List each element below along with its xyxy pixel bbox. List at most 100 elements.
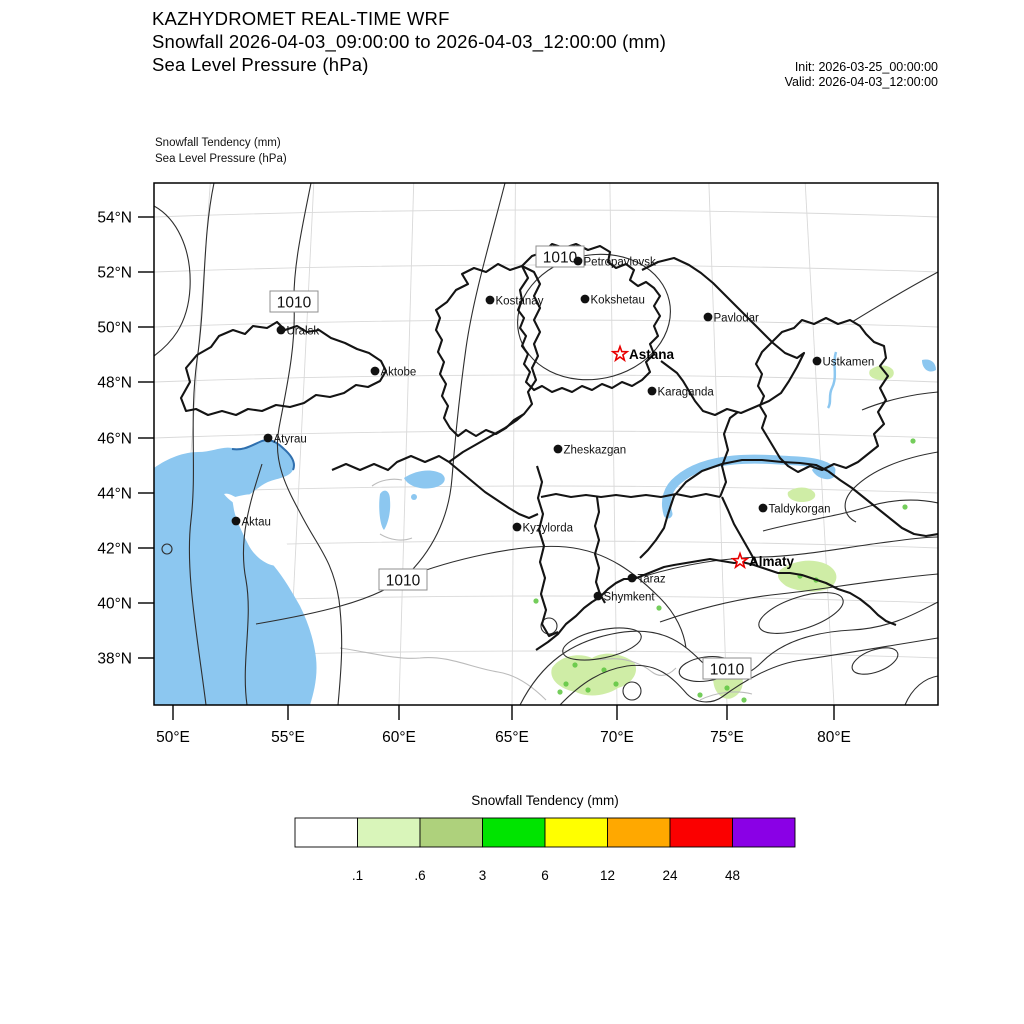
- contour-label-text: 1010: [386, 573, 421, 590]
- dot-icon: [593, 591, 603, 601]
- foreign-border: [339, 647, 547, 701]
- parallel-line: [154, 374, 938, 383]
- colorbar-cell: [669, 817, 733, 848]
- dot-icon: [573, 256, 583, 266]
- lon-tick-label: 75°E: [710, 729, 744, 746]
- snow-speckle: [910, 438, 916, 444]
- city-label: Taraz: [638, 574, 666, 586]
- foreign-border: [371, 478, 403, 487]
- city-marker: Almaty: [730, 551, 795, 570]
- contour-label-box: [378, 568, 428, 591]
- dot-icon: [370, 366, 380, 376]
- city-marker: Aktau: [231, 517, 271, 529]
- colorbar-cell: [294, 817, 358, 848]
- dot-icon: [485, 295, 495, 305]
- foreign-border: [379, 533, 413, 541]
- dot-icon: [758, 503, 768, 513]
- legend-line-snowfall: Snowfall Tendency (mm): [155, 137, 281, 149]
- colorbar-tick-label: 12: [600, 868, 615, 883]
- dot-icon: [263, 433, 273, 443]
- lon-tick-label: 80°E: [817, 729, 851, 746]
- map-frame: [153, 182, 939, 706]
- snow-speckle: [724, 685, 730, 691]
- foreign-boundaries: [339, 478, 753, 701]
- parallel-line: [154, 485, 938, 494]
- oblast-border: [639, 513, 670, 559]
- city-label: Atyrau: [274, 434, 307, 446]
- contour-label-text: 1010: [543, 250, 578, 267]
- city-label: Zheskazgan: [564, 445, 627, 457]
- oblast-border: [535, 557, 897, 651]
- city-marker: Atyrau: [263, 433, 307, 446]
- snow-speckle: [533, 598, 539, 604]
- pressure-contour: [154, 205, 191, 357]
- figure-subtitle-pressure: Sea Level Pressure (hPa): [152, 54, 369, 75]
- city-label: Kokshetau: [591, 295, 645, 307]
- oblast-border: [641, 256, 806, 417]
- dot-icon: [276, 325, 286, 335]
- snow-speckle: [557, 689, 563, 695]
- init-time: Init: 2026-03-25_00:00:00: [794, 60, 938, 74]
- plot-legend: Snowfall Tendency (mm) Sea Level Pressur…: [155, 135, 287, 167]
- pressure-contours: [154, 183, 938, 705]
- snow-speckle: [572, 662, 578, 668]
- lon-tick-label: 70°E: [600, 729, 634, 746]
- star-icon: [730, 551, 750, 570]
- snow-speckle: [585, 687, 591, 693]
- city-label: Uralsk: [287, 326, 320, 338]
- city-label: Astana: [629, 347, 675, 362]
- pressure-contour: [403, 545, 687, 649]
- region-borders: [179, 242, 938, 651]
- dot-icon: [627, 573, 637, 583]
- colorbar-tick-label: 6: [541, 868, 549, 883]
- pressure-contour: [861, 391, 938, 411]
- colorbar: Snowfall Tendency (mm) .1 .6 3 6 12 24 48: [294, 793, 796, 883]
- colorbar-title: Snowfall Tendency (mm): [471, 793, 619, 808]
- irtysh-river: [826, 351, 838, 409]
- city-label: Aktobe: [381, 367, 417, 379]
- oblast-border: [331, 454, 450, 472]
- colorbar-tick-label: .1: [352, 868, 363, 883]
- colorbar-tick-label: 48: [725, 868, 740, 883]
- pressure-contour-closed: [851, 647, 899, 675]
- city-marker: Ustkamen: [812, 356, 875, 369]
- colorbar-cell: [482, 817, 546, 848]
- parallel-line: [154, 209, 938, 218]
- lat-tick-label: 40°N: [97, 596, 132, 613]
- figure-header: KAZHYDROMET REAL-TIME WRF Snowfall 2026-…: [152, 7, 666, 76]
- lake-balkhash: [661, 454, 836, 519]
- oblast-border: [535, 465, 559, 638]
- city-label: Aktau: [242, 517, 271, 529]
- dot-icon: [512, 522, 522, 532]
- city-label: Taldykorgan: [769, 504, 831, 516]
- pressure-contour-closed: [161, 543, 173, 555]
- colorbar-cell: [607, 817, 671, 848]
- lat-tick-label: 44°N: [97, 486, 132, 503]
- lon-tick-label: 55°E: [271, 729, 305, 746]
- lat-tick-label: 48°N: [97, 375, 132, 392]
- city-marker: Petropavlovsk: [573, 256, 656, 269]
- caspian-north-coast: [231, 439, 295, 471]
- contour-label-box: [535, 245, 585, 268]
- pressure-contour: [844, 451, 938, 523]
- city-label: Kyzylorda: [523, 523, 574, 535]
- city-label: Ustkamen: [823, 357, 875, 369]
- city-marker: Taldykorgan: [758, 503, 831, 516]
- pressure-contour: [762, 499, 938, 532]
- foreign-border: [599, 658, 677, 677]
- legend-line-pressure: Sea Level Pressure (hPa): [155, 153, 287, 165]
- colorbar-cell: [544, 817, 608, 848]
- snow-patch-taldykorgan: [787, 487, 816, 502]
- city-marker: Shymkent: [593, 591, 656, 604]
- run-times: Init: 2026-03-25_00:00:00 Valid: 2026-04…: [785, 60, 938, 90]
- dot-icon: [812, 356, 822, 366]
- water-bodies: [154, 351, 936, 705]
- city-label: Shymkent: [604, 592, 656, 604]
- oblast-border: [540, 492, 721, 499]
- snow-speckle: [697, 692, 703, 698]
- colorbar-cell: [419, 817, 483, 848]
- oblast-border: [448, 413, 525, 463]
- meridian-line: [708, 183, 728, 705]
- city-marker: Zheskazgan: [553, 445, 627, 457]
- snow-speckle: [656, 605, 662, 611]
